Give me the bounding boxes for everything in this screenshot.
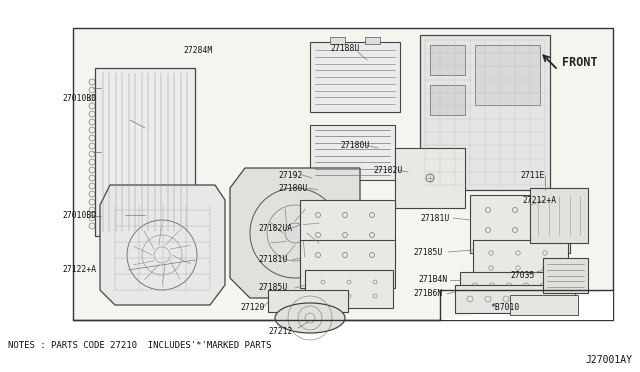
Circle shape (89, 135, 95, 141)
Bar (95, 68, 195, 236)
Bar (543, 258, 588, 293)
Text: 271B4N: 271B4N (418, 276, 447, 285)
Circle shape (89, 151, 95, 157)
Text: *B7010: *B7010 (490, 304, 519, 312)
Text: 27182UA: 27182UA (258, 224, 292, 232)
Text: J27001AY: J27001AY (585, 355, 632, 365)
Text: 27212+A: 27212+A (522, 196, 556, 205)
Text: 2711E: 2711E (520, 170, 545, 180)
Bar (330, 37, 345, 44)
Bar (300, 240, 395, 288)
Text: 27120: 27120 (240, 304, 264, 312)
Text: 27188U: 27188U (330, 44, 359, 52)
Bar (430, 85, 465, 115)
Circle shape (89, 95, 95, 101)
Circle shape (89, 79, 95, 85)
Text: 271B6N: 271B6N (413, 289, 442, 298)
Bar (365, 37, 380, 44)
Bar (300, 200, 395, 265)
Circle shape (89, 207, 95, 213)
Circle shape (89, 199, 95, 205)
Text: 27185U: 27185U (258, 283, 287, 292)
Circle shape (89, 167, 95, 173)
Text: 27181U: 27181U (420, 214, 449, 222)
Bar (510, 295, 578, 315)
Circle shape (89, 215, 95, 221)
Bar (268, 290, 348, 312)
Circle shape (89, 223, 95, 229)
Text: 27192: 27192 (278, 170, 302, 180)
Text: 27284M: 27284M (183, 45, 212, 55)
Bar (460, 272, 575, 300)
Bar (310, 125, 395, 180)
Polygon shape (230, 168, 360, 298)
Text: 27010B0: 27010B0 (62, 93, 96, 103)
Text: NOTES : PARTS CODE 27210  INCLUDES'*'MARKED PARTS: NOTES : PARTS CODE 27210 INCLUDES'*'MARK… (8, 340, 271, 350)
Circle shape (89, 191, 95, 197)
Text: 27035: 27035 (510, 270, 534, 279)
Text: 27122+A: 27122+A (62, 266, 96, 275)
Polygon shape (100, 185, 225, 305)
Text: FRONT: FRONT (562, 55, 598, 68)
Bar (305, 270, 393, 308)
Bar (455, 285, 575, 313)
Text: 27181U: 27181U (258, 256, 287, 264)
Text: 27180U: 27180U (278, 183, 307, 192)
Bar (310, 42, 400, 112)
Bar (395, 148, 465, 208)
Circle shape (89, 119, 95, 125)
Ellipse shape (275, 303, 345, 333)
Bar (430, 45, 465, 75)
Polygon shape (440, 290, 613, 320)
Circle shape (89, 143, 95, 149)
Circle shape (89, 87, 95, 93)
Circle shape (285, 223, 305, 243)
Circle shape (89, 183, 95, 189)
Bar (470, 195, 570, 253)
Text: 27182U: 27182U (373, 166, 403, 174)
Text: 27185U: 27185U (413, 247, 442, 257)
Bar (73, 28, 613, 320)
Circle shape (89, 103, 95, 109)
Bar (530, 188, 588, 243)
Circle shape (89, 127, 95, 133)
Bar (473, 240, 568, 282)
Bar (420, 35, 550, 190)
Text: 27212: 27212 (268, 327, 292, 337)
Bar (475, 45, 540, 105)
Circle shape (89, 159, 95, 165)
Text: 27180U: 27180U (340, 141, 369, 150)
Circle shape (89, 111, 95, 117)
Circle shape (89, 175, 95, 181)
Text: 27010BD: 27010BD (62, 211, 96, 219)
